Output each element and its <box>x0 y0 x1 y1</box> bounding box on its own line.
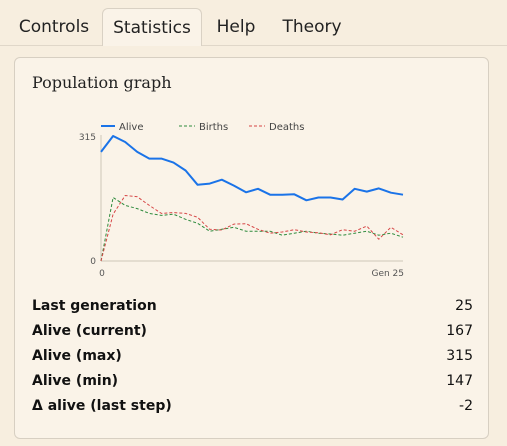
stat-row-alive-min: Alive (min) 147 <box>32 369 473 394</box>
legend-births-label: Births <box>199 122 228 133</box>
stat-label: Alive (max) <box>32 348 122 364</box>
stat-row-alive-current: Alive (current) 167 <box>32 319 473 344</box>
y-tick-min: 0 <box>90 257 96 267</box>
legend-deaths-label: Deaths <box>269 122 304 133</box>
legend: Alive Births Deaths <box>101 122 304 133</box>
stat-label: Δ alive (last step) <box>32 398 172 414</box>
tab-help[interactable]: Help <box>216 17 256 37</box>
y-tick-max: 315 <box>79 133 96 143</box>
graph-title: Population graph <box>32 73 172 92</box>
population-chart: Alive Births Deaths 315 0 0 Gen 25 <box>79 122 404 279</box>
stats-table: Last generation 25 Alive (current) 167 A… <box>32 294 473 419</box>
series-group <box>100 135 404 262</box>
stat-value: 167 <box>446 323 473 339</box>
stat-row-delta-alive: Δ alive (last step) -2 <box>32 394 473 419</box>
stat-value: -2 <box>459 398 473 414</box>
stat-value: 315 <box>446 348 473 364</box>
stat-label: Alive (min) <box>32 373 119 389</box>
stat-value: 25 <box>455 298 473 314</box>
stat-label: Alive (current) <box>32 323 147 339</box>
tab-statistics[interactable]: Statistics <box>102 8 202 46</box>
series-line-deaths <box>100 194 404 262</box>
x-tick-end: Gen 25 <box>371 269 404 279</box>
series-line-births <box>100 196 404 262</box>
tab-controls[interactable]: Controls <box>18 17 90 37</box>
tab-divider <box>0 45 507 46</box>
stat-row-alive-max: Alive (max) 315 <box>32 344 473 369</box>
stat-row-last-generation: Last generation 25 <box>32 294 473 319</box>
tab-theory[interactable]: Theory <box>282 17 342 37</box>
stat-value: 147 <box>446 373 473 389</box>
statistics-panel: Population graph Alive Births Deaths 315… <box>14 57 489 439</box>
legend-alive-label: Alive <box>119 122 143 133</box>
series-line-alive <box>100 135 404 202</box>
stat-label: Last generation <box>32 298 157 314</box>
tab-bar: Controls Statistics Help Theory <box>0 0 507 46</box>
x-tick-start: 0 <box>99 269 105 279</box>
